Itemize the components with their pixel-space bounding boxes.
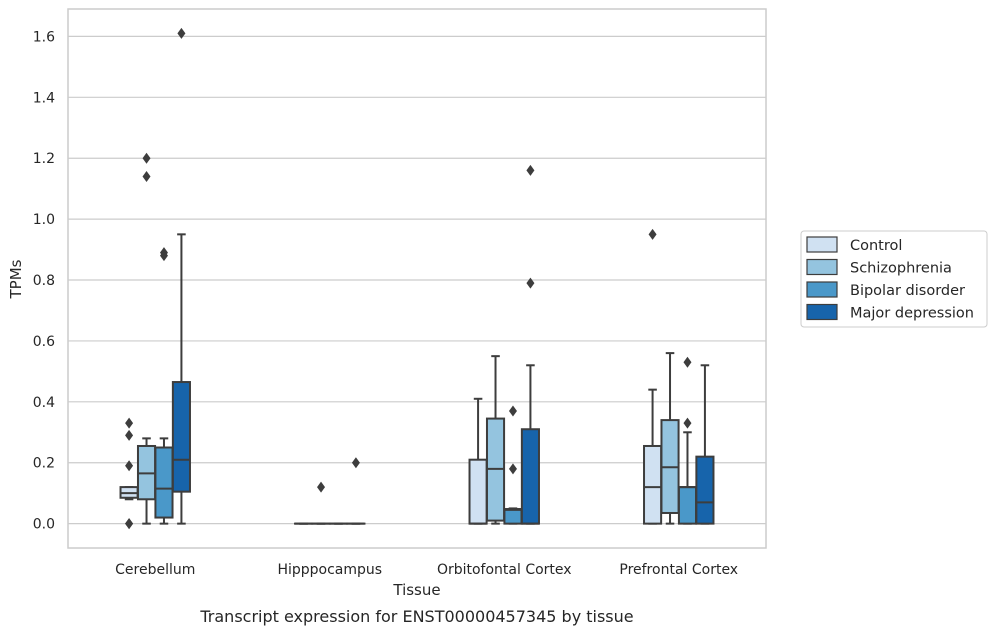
outlier-point	[125, 429, 134, 441]
y-tick-label: 1.6	[33, 29, 55, 45]
box-major-depression	[171, 27, 191, 525]
box-bipolar-disorder	[503, 405, 523, 525]
legend-label: Schizophrenia	[850, 261, 952, 277]
y-tick-label: 0.8	[33, 273, 55, 289]
legend-frame	[800, 230, 988, 328]
y-tick-label: 0.0	[33, 517, 55, 533]
box-schizophrenia	[660, 352, 680, 525]
outlier-point	[159, 250, 168, 262]
outlier-point	[142, 170, 151, 182]
legend-swatch	[806, 236, 838, 253]
box-schizophrenia	[136, 152, 157, 525]
box-iqr	[468, 458, 488, 525]
box-bipolar-disorder	[677, 356, 698, 525]
box-iqr	[677, 486, 698, 525]
box-iqr	[171, 381, 191, 493]
outlier-point	[508, 405, 517, 417]
x-tick-labels: Cerebellum Hipppocampus Orbitofontal Corte…	[115, 562, 738, 578]
box-iqr	[503, 508, 523, 525]
outlier-point	[125, 518, 134, 530]
outlier-point	[683, 356, 692, 368]
outlier-point	[526, 164, 535, 176]
y-tick-label: 0.4	[33, 395, 55, 411]
legend-label: Control	[850, 238, 902, 254]
y-tick-label: 1.0	[33, 212, 55, 228]
x-tick-label: Hipppocampus	[277, 562, 382, 578]
legend-swatch	[806, 303, 838, 321]
y-axis-title: TPMs	[7, 259, 25, 299]
legend-swatch	[806, 258, 838, 276]
y-tick-label: 0.2	[33, 456, 55, 472]
y-tick-label: 1.4	[33, 90, 55, 106]
outlier-point	[683, 417, 692, 429]
x-tick-label: Orbitofontal Cortex	[437, 562, 572, 578]
x-axis-title: Tissue	[392, 581, 440, 599]
box-iqr	[643, 444, 663, 525]
box-bipolar-disorder	[154, 247, 174, 525]
outlier-point	[317, 481, 326, 493]
outlier-point	[508, 463, 517, 475]
box-groups	[119, 27, 715, 530]
outlier-point	[351, 457, 360, 469]
y-tick-label: 1.2	[33, 151, 55, 167]
legend-label: Major depression	[850, 306, 974, 322]
legend-swatch	[806, 281, 838, 298]
box-major-depression	[520, 164, 540, 525]
outlier-point	[125, 417, 134, 429]
box-schizophrenia	[485, 355, 506, 525]
plot-frame	[67, 8, 767, 549]
box-iqr	[154, 446, 174, 519]
legend: Control Schizophrenia Bipolar disorder Majo…	[800, 230, 988, 328]
outlier-point	[526, 277, 535, 289]
x-tick-label: Prefrontal Cortex	[619, 562, 738, 578]
outlier-point	[648, 228, 657, 240]
box-control	[468, 397, 488, 525]
legend-label: Bipolar disorder	[850, 283, 965, 299]
y-tick-label: 0.6	[33, 334, 55, 350]
box-iqr	[520, 428, 540, 525]
chart-caption: Transcript expression for ENST0000045734…	[199, 607, 633, 626]
outlier-point	[177, 27, 186, 39]
y-tick-labels: 0.0 0.2 0.4 0.6 0.8 1.0 1.2 1.4 1.6	[33, 29, 55, 532]
outlier-point	[125, 460, 134, 472]
box-major-depression	[695, 364, 715, 525]
outlier-point	[142, 152, 151, 164]
box-major-depression	[346, 457, 366, 525]
x-tick-label: Cerebellum	[115, 562, 195, 578]
box-iqr	[695, 455, 715, 525]
box-control	[119, 417, 139, 530]
